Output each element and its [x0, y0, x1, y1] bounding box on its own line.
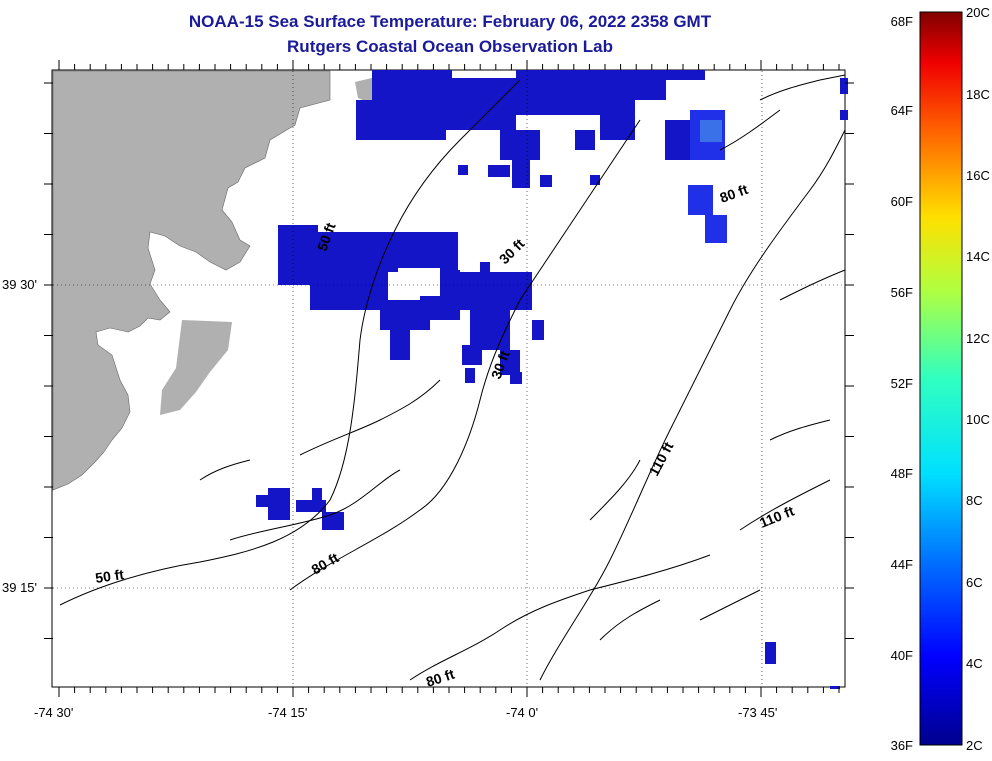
x-tick-label: -74 30': [34, 705, 74, 720]
colorbar-label-c: 10C: [966, 412, 990, 427]
graticule: [53, 71, 845, 687]
colorbar-label-c: 2C: [966, 738, 983, 753]
contour-80ft: [289, 119, 641, 591]
map-title: NOAA-15 Sea Surface Temperature: Februar…: [188, 12, 712, 31]
sst-pixel-southeast: [765, 642, 776, 664]
y-tick-label: 39 30': [2, 277, 38, 292]
sst-pixel-corner: [830, 686, 840, 689]
sst-pixels-southwest: [256, 488, 344, 530]
colorbar-label-c: 4C: [966, 656, 983, 671]
colorbar-label-f: 48F: [890, 466, 913, 481]
colorbar-label-c: 16C: [966, 168, 990, 183]
sst-pixels-north: [356, 70, 848, 188]
contour-80ft-south: [409, 554, 711, 681]
y-tick-label: 39 15': [2, 580, 38, 595]
colorbar-label-c: 8C: [966, 493, 983, 508]
colorbar-label-c: 20C: [966, 5, 990, 20]
colorbar-label-f: 68F: [890, 14, 913, 29]
colorbar-label-c: 12C: [966, 331, 990, 346]
colorbar-label-f: 60F: [890, 194, 913, 209]
colorbar-label-c: 6C: [966, 575, 983, 590]
land-south: [160, 320, 232, 415]
contour-110ft: [539, 129, 846, 681]
colorbar: [919, 11, 963, 746]
colorbar-label-f: 44F: [890, 557, 913, 572]
contour-110ft-east: [739, 479, 831, 531]
x-tick-label: -74 0': [506, 705, 539, 720]
contour-50ft: [59, 79, 521, 606]
colorbar-label-c: 18C: [966, 87, 990, 102]
land-new-jersey: [52, 70, 331, 491]
x-tick-label: -74 15': [268, 705, 308, 720]
axis-ticks: [44, 60, 854, 697]
colorbar-label-f: 64F: [890, 103, 913, 118]
colorbar-label-c: 14C: [966, 249, 990, 264]
x-tick-label: -73 45': [738, 705, 778, 720]
colorbar-label-f: 40F: [890, 648, 913, 663]
colorbar-label-f: 36F: [890, 738, 913, 753]
contour-label: 50 ft: [94, 566, 125, 586]
map-subtitle: Rutgers Coastal Ocean Observation Lab: [287, 37, 613, 56]
colorbar-label-f: 52F: [890, 376, 913, 391]
sst-pixels-light: [700, 120, 722, 142]
colorbar-label-f: 56F: [890, 285, 913, 300]
bathymetry-contours: [59, 74, 846, 681]
sst-gap: [398, 268, 440, 296]
